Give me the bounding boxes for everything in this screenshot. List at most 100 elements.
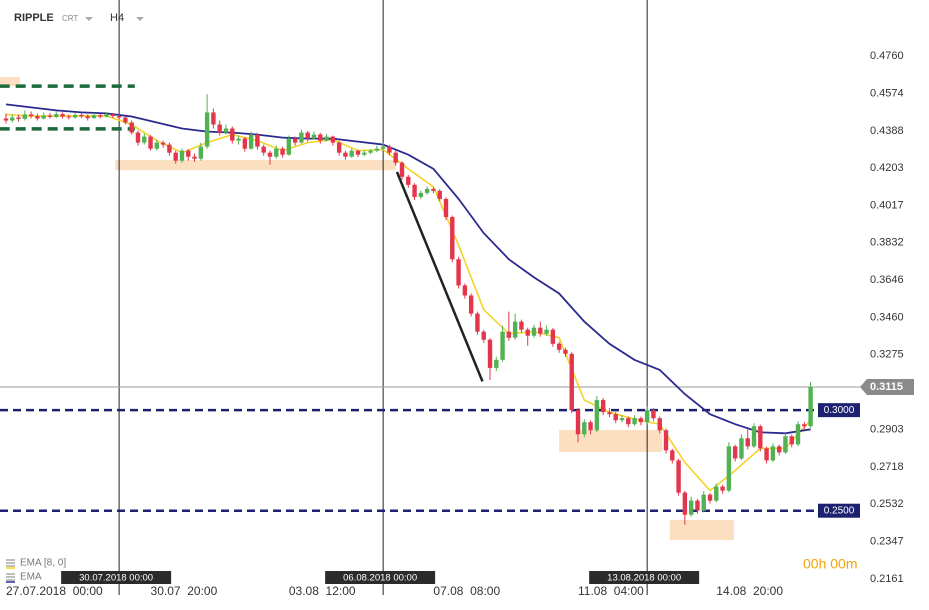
candle-body [211, 112, 216, 125]
overlay: 0.3000 0.2500 0.3115 27.07.2018 00:00 30.07 … [6, 379, 914, 598]
candle-body [600, 400, 606, 413]
candle-body [267, 152, 273, 157]
candle-body [588, 422, 593, 431]
current-price-label: 0.3115 [870, 381, 903, 393]
candle-body [638, 418, 644, 423]
candle-body [789, 436, 794, 445]
candle-body [481, 331, 486, 340]
candle-body [575, 410, 581, 435]
legend-label: EMA [20, 572, 42, 583]
candle-body [412, 184, 417, 197]
candle-body [808, 387, 813, 427]
symbol[interactable]: RIPPLE [14, 12, 54, 24]
candle-body [563, 349, 568, 354]
candle-body [198, 146, 204, 159]
candle-body [506, 331, 512, 338]
candle-body [468, 295, 474, 314]
candle-body [651, 410, 656, 419]
candle-body [745, 438, 750, 447]
candle-body [35, 116, 40, 119]
x-tick-label: 03.08 12:00 [289, 584, 356, 598]
candle-body [10, 117, 15, 121]
candle-body [380, 146, 386, 149]
candle-body [217, 124, 222, 133]
candle-body [129, 122, 134, 133]
candle-body [594, 400, 600, 431]
candle-body [431, 188, 436, 191]
candle-body [230, 128, 235, 141]
candle-body [110, 114, 116, 117]
x-tick-label: 30.07 20:00 [151, 584, 218, 598]
trendline [395, 171, 484, 382]
candle-body [318, 134, 323, 141]
candle-body [544, 329, 549, 334]
candle-body [569, 353, 574, 411]
candle-body [619, 418, 625, 421]
y-tick-label: 0.2903 [870, 424, 904, 436]
candle-body [91, 115, 97, 119]
y-tick-label: 0.2347 [870, 535, 904, 547]
dropdown-arrow[interactable] [85, 17, 93, 21]
candle-body [54, 114, 59, 117]
candle-body [475, 313, 480, 332]
candle-body [179, 150, 185, 161]
y-tick-label: 0.2161 [870, 573, 904, 585]
source[interactable]: CRT [62, 14, 78, 23]
y-tick-label: 0.4203 [870, 162, 904, 174]
candle-body [676, 460, 681, 493]
candle-body [626, 418, 631, 425]
plot-area [0, 0, 860, 595]
date-label: 30.07.2018 00:00 [79, 573, 153, 584]
candle-body [707, 494, 713, 501]
level-label: 0.3000 [824, 405, 855, 416]
candle-body [186, 150, 191, 157]
candle-body [3, 118, 9, 121]
candle-body [456, 259, 461, 286]
candle-body [582, 422, 587, 435]
candle-body [387, 146, 392, 153]
candle-body [795, 424, 801, 445]
candle-body [663, 430, 669, 451]
candle-body [274, 148, 279, 157]
current-price-box [860, 379, 914, 396]
candle-body [292, 138, 298, 143]
candle-body [657, 418, 662, 431]
candle-body [393, 152, 398, 163]
candle-body [406, 176, 411, 185]
candle-body [443, 198, 449, 218]
ema-line [5, 113, 812, 492]
candle-body [343, 152, 348, 157]
candle-body [123, 117, 128, 123]
candle-body [85, 116, 90, 119]
candle-body [720, 486, 725, 491]
candle-body [500, 331, 505, 360]
candle-body [613, 414, 618, 421]
candle-body [751, 426, 757, 447]
timeframe[interactable]: H4 [110, 12, 124, 24]
x-tick-label: 27.07.2018 00:00 [6, 584, 103, 598]
candle-body [494, 359, 499, 368]
candle-body [764, 448, 769, 461]
candle-body [732, 446, 738, 459]
legend-label: EMA [8, 0] [20, 558, 66, 569]
candle-body [424, 188, 430, 193]
candle-body [802, 424, 807, 427]
candle-body [682, 492, 688, 515]
candle-body [167, 144, 172, 153]
ema-line [5, 103, 811, 435]
candle-body [47, 115, 53, 117]
level-label-box [818, 503, 860, 518]
candle-body [261, 146, 266, 153]
candle-body [688, 500, 694, 515]
candle-body [783, 436, 788, 453]
candle-body [374, 148, 380, 151]
candle-body [116, 116, 122, 118]
dropdown-arrow[interactable] [136, 17, 144, 21]
candle-body [148, 136, 153, 149]
y-tick-label: 0.3460 [870, 312, 904, 324]
candle-body [349, 150, 354, 157]
candle-body [135, 132, 141, 143]
candle-body [22, 114, 28, 119]
